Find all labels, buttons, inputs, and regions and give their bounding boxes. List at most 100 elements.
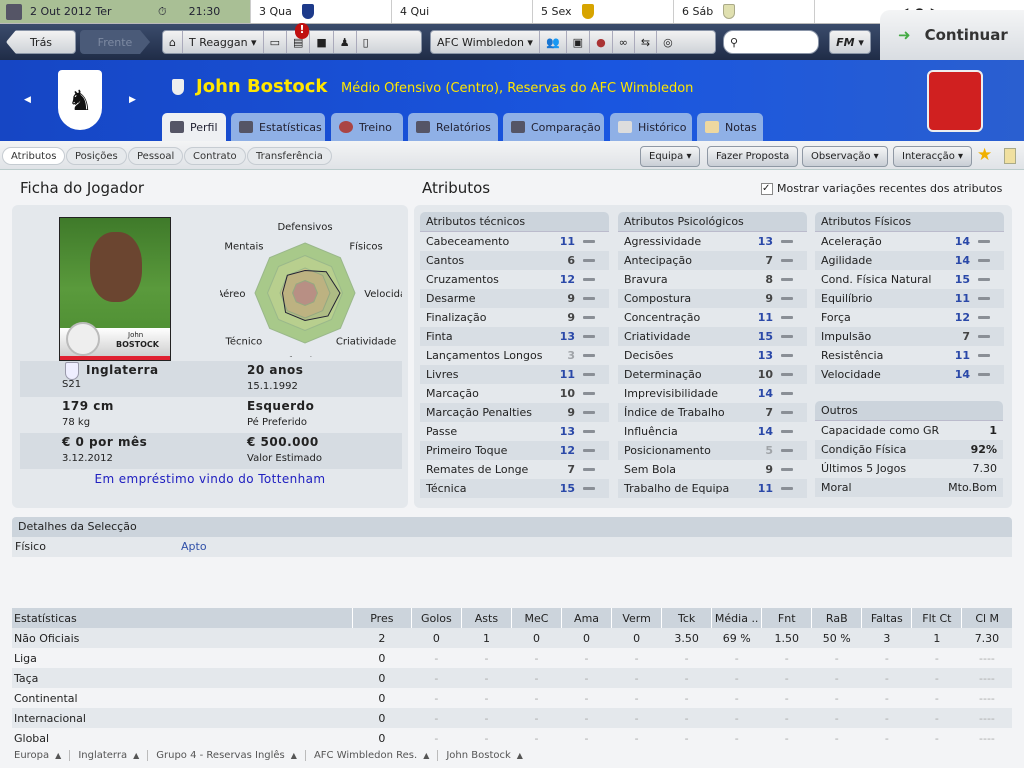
attribute-row[interactable]: Livres 11 bbox=[420, 365, 609, 384]
binoculars-icon[interactable]: ∞ bbox=[613, 31, 635, 53]
equipa-dropdown[interactable]: Equipa ▾ bbox=[640, 146, 701, 167]
clipboard-icon[interactable]: ▯ bbox=[362, 35, 369, 49]
attribute-row[interactable]: Finta 13 bbox=[420, 327, 609, 346]
attribute-row[interactable]: Marcação 10 bbox=[420, 384, 609, 403]
training-icon[interactable]: ● bbox=[590, 31, 613, 53]
tab-estatisticas[interactable]: Estatísticas bbox=[231, 113, 325, 141]
attribute-row[interactable]: Agilidade 14 bbox=[815, 251, 1004, 270]
club-menu[interactable]: AFC Wimbledon ▾ bbox=[431, 31, 540, 53]
loan-link[interactable]: Em empréstimo vindo do Tottenham bbox=[94, 472, 326, 486]
breadcrumb-item[interactable]: AFC Wimbledon Res. ▲ bbox=[314, 750, 439, 761]
attribute-row[interactable]: Força 12 bbox=[815, 308, 1004, 327]
transfers-icon[interactable]: ⇆ bbox=[635, 31, 658, 53]
column-header[interactable]: Ama bbox=[561, 608, 612, 628]
column-header[interactable]: Asts bbox=[460, 608, 512, 628]
breadcrumb-item[interactable]: Inglaterra ▲ bbox=[78, 750, 149, 761]
tab-treino[interactable]: Treino bbox=[331, 113, 403, 141]
tab-perfil[interactable]: Perfil bbox=[162, 113, 226, 141]
breadcrumb-item[interactable]: Europa ▲ bbox=[14, 750, 71, 761]
attribute-row[interactable]: Desarme 9 bbox=[420, 289, 609, 308]
calendar-day[interactable]: 3 Qua bbox=[250, 0, 391, 23]
breadcrumb-item[interactable]: John Bostock ▲ bbox=[446, 750, 523, 761]
column-header[interactable]: Estatísticas bbox=[12, 608, 353, 628]
column-header[interactable]: Cl M bbox=[961, 608, 1012, 628]
fazer-proposta-button[interactable]: Fazer Proposta bbox=[707, 146, 799, 167]
show-changes-checkbox[interactable]: ✓ Mostrar variações recentes dos atributo… bbox=[761, 182, 1003, 195]
attribute-row[interactable]: Imprevisibilidade 14 bbox=[618, 384, 807, 403]
attribute-row[interactable]: Trabalho de Equipa 11 bbox=[618, 479, 807, 498]
tab-notas[interactable]: Notas bbox=[697, 113, 763, 141]
attribute-row[interactable]: Antecipação 7 bbox=[618, 251, 807, 270]
column-header[interactable]: MeC bbox=[510, 608, 562, 628]
add-note-icon[interactable] bbox=[1004, 148, 1016, 164]
attribute-row[interactable]: Velocidade 14 bbox=[815, 365, 1004, 384]
next-player-icon[interactable]: ▶ bbox=[129, 95, 136, 105]
attribute-row[interactable]: Primeiro Toque 12 bbox=[420, 441, 609, 460]
attribute-row[interactable]: Índice de Trabalho 7 bbox=[618, 403, 807, 422]
column-header[interactable]: Flt Ct bbox=[911, 608, 962, 628]
inbox-icon[interactable]: ▭ bbox=[264, 31, 287, 53]
attribute-row[interactable]: Bravura 8 bbox=[618, 270, 807, 289]
attribute-row[interactable]: Compostura 9 bbox=[618, 289, 807, 308]
column-header[interactable]: Verm bbox=[611, 608, 662, 628]
observacao-dropdown[interactable]: Observação ▾ bbox=[802, 146, 888, 167]
column-header[interactable]: RaB bbox=[811, 608, 862, 628]
calendar-day[interactable]: 4 Qui bbox=[391, 0, 532, 23]
scout-icon[interactable]: ♟ bbox=[334, 31, 357, 53]
attribute-row[interactable]: Posicionamento 5 bbox=[618, 441, 807, 460]
attribute-row[interactable]: Lançamentos Longos 3 bbox=[420, 346, 609, 365]
star-icon[interactable]: ★ bbox=[977, 145, 993, 165]
manager-menu[interactable]: T Reaggan ▾ bbox=[183, 31, 264, 53]
attribute-row[interactable]: Concentração 11 bbox=[618, 308, 807, 327]
column-header[interactable]: Média .. bbox=[711, 608, 762, 628]
calendar-day[interactable]: 6 Sáb bbox=[673, 0, 814, 23]
back-button[interactable]: Trás bbox=[6, 30, 76, 54]
column-header[interactable]: Tck bbox=[661, 608, 712, 628]
briefcase-icon[interactable]: ■ bbox=[310, 31, 334, 53]
finances-icon[interactable]: ◎ bbox=[663, 35, 673, 49]
home-icon[interactable]: ⌂ bbox=[163, 31, 183, 53]
subtab-posicoes[interactable]: Posições bbox=[66, 147, 127, 165]
fm-menu-button[interactable]: FM ▾ bbox=[829, 30, 871, 54]
tab-historico[interactable]: Histórico bbox=[610, 113, 692, 141]
attribute-row[interactable]: Impulsão 7 bbox=[815, 327, 1004, 346]
attribute-row[interactable]: Aceleração 14 bbox=[815, 232, 1004, 251]
attribute-row[interactable]: Remates de Longe 7 bbox=[420, 460, 609, 479]
current-date[interactable]: 2 Out 2012 Ter ⏱ 21:30 bbox=[0, 0, 250, 23]
column-header[interactable]: Faltas bbox=[861, 608, 912, 628]
attribute-row[interactable]: Cond. Física Natural 15 bbox=[815, 270, 1004, 289]
squad-icon[interactable]: 👥 bbox=[540, 31, 567, 53]
attribute-row[interactable]: Equilíbrio 11 bbox=[815, 289, 1004, 308]
attribute-row[interactable]: Passe 13 bbox=[420, 422, 609, 441]
attribute-row[interactable]: Cabeceamento 11 bbox=[420, 232, 609, 251]
attribute-row[interactable]: Cruzamentos 12 bbox=[420, 270, 609, 289]
subtab-atributos[interactable]: Atributos bbox=[2, 147, 66, 165]
search-input[interactable]: ⚲ bbox=[723, 30, 819, 54]
tab-relatorios[interactable]: Relatórios bbox=[408, 113, 498, 141]
continue-button[interactable]: ➜ Continuar bbox=[880, 10, 1024, 60]
attribute-row[interactable]: Marcação Penalties 9 bbox=[420, 403, 609, 422]
column-header[interactable]: Golos bbox=[410, 608, 462, 628]
attribute-row[interactable]: Agressividade 13 bbox=[618, 232, 807, 251]
breadcrumb-item[interactable]: Grupo 4 - Reservas Inglês ▲ bbox=[156, 750, 306, 761]
tactics-icon[interactable]: ▣ bbox=[567, 31, 591, 53]
attribute-row[interactable]: Sem Bola 9 bbox=[618, 460, 807, 479]
checkbox-icon[interactable]: ✓ bbox=[761, 182, 773, 195]
column-header[interactable]: Pres bbox=[351, 608, 412, 628]
prev-player-icon[interactable]: ◀ bbox=[24, 95, 31, 105]
forward-button[interactable]: Frente bbox=[80, 30, 150, 54]
calendar-day[interactable]: 5 Sex bbox=[532, 0, 673, 23]
attribute-row[interactable]: Finalização 9 bbox=[420, 308, 609, 327]
attribute-row[interactable]: Resistência 11 bbox=[815, 346, 1004, 365]
news-icon[interactable]: ▤! bbox=[287, 23, 311, 53]
subtab-contrato[interactable]: Contrato bbox=[184, 147, 246, 165]
attribute-row[interactable]: Influência 14 bbox=[618, 422, 807, 441]
tab-comparacao[interactable]: Comparação bbox=[503, 113, 604, 141]
attribute-row[interactable]: Criatividade 15 bbox=[618, 327, 807, 346]
attribute-row[interactable]: Cantos 6 bbox=[420, 251, 609, 270]
attribute-row[interactable]: Técnica 15 bbox=[420, 479, 609, 498]
subtab-transferencia[interactable]: Transferência bbox=[247, 147, 332, 165]
attribute-row[interactable]: Determinação 10 bbox=[618, 365, 807, 384]
subtab-pessoal[interactable]: Pessoal bbox=[128, 147, 184, 165]
column-header[interactable]: Fnt bbox=[761, 608, 812, 628]
